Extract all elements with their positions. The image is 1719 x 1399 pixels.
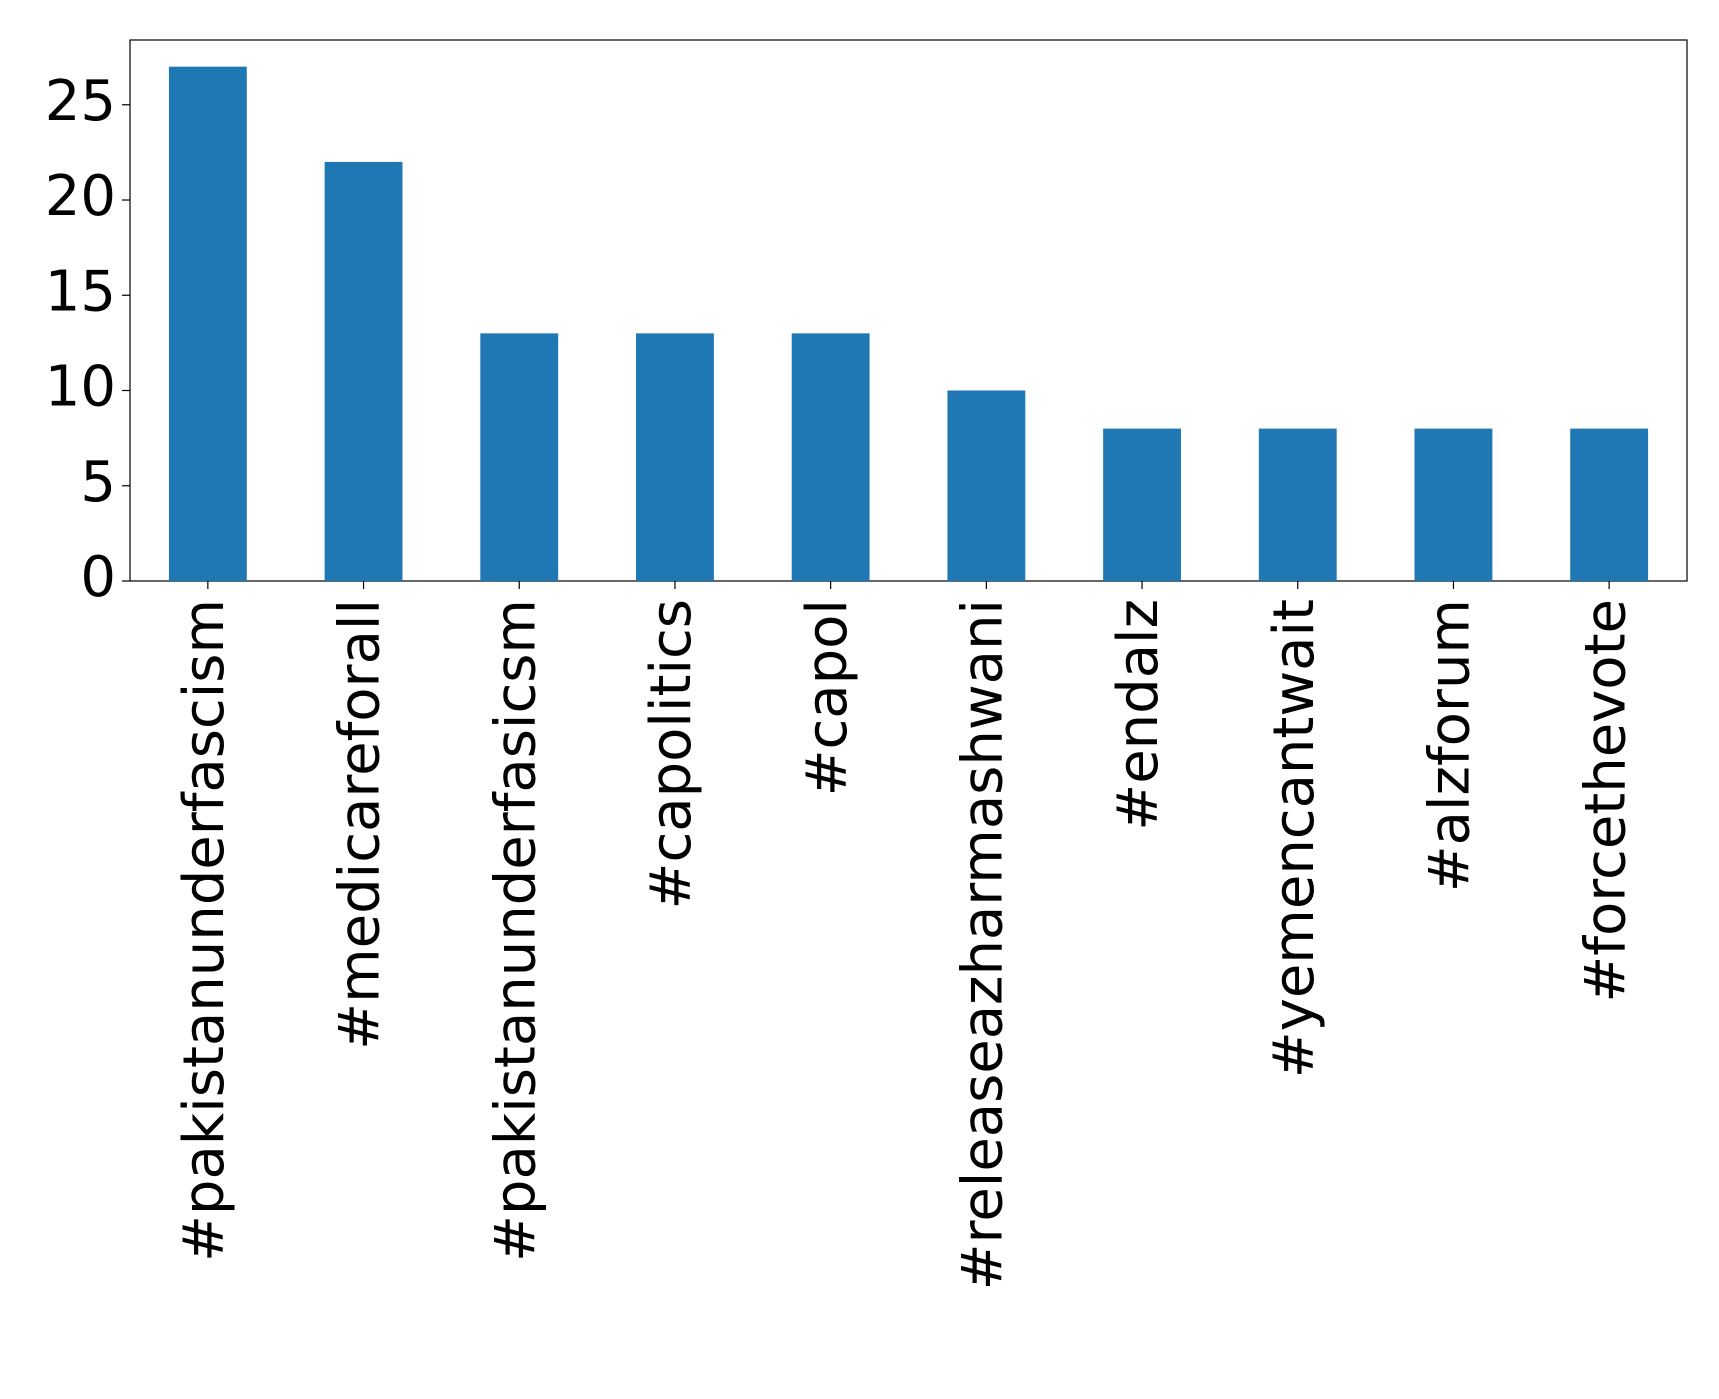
bar [480,333,559,581]
y-tick-label: 5 [80,450,116,515]
x-tick-label: #capol [795,599,860,796]
x-tick-label: #endalz [1106,599,1171,831]
bar [324,161,403,581]
bar [1103,428,1181,581]
x-tick-label: #medicareforall [328,599,393,1050]
bar [1414,428,1493,581]
x-tick-label: #yemencantwait [1262,599,1327,1078]
bar [636,333,714,581]
bar [1570,428,1649,581]
y-tick-label: 0 [80,545,116,610]
y-tick-label: 10 [45,355,116,420]
x-tick-label: #forcethevote [1573,599,1638,1003]
bar [168,66,247,582]
y-tick-label: 15 [45,259,116,324]
x-tick-label: #pakistanunderfasicsm [483,599,548,1262]
plot-frame [129,39,1688,582]
x-tick-label: #releaseazharmashwani [950,599,1015,1290]
y-tick-label: 20 [45,164,116,229]
x-tick-label: #pakistanunderfascism [172,599,237,1262]
x-tick-label: #alzforum [1418,599,1483,892]
y-tick-label: 25 [45,69,116,134]
x-tick-label: #capolitics [639,599,704,909]
bar [791,333,870,581]
bar [1258,428,1337,581]
bar [947,390,1026,581]
